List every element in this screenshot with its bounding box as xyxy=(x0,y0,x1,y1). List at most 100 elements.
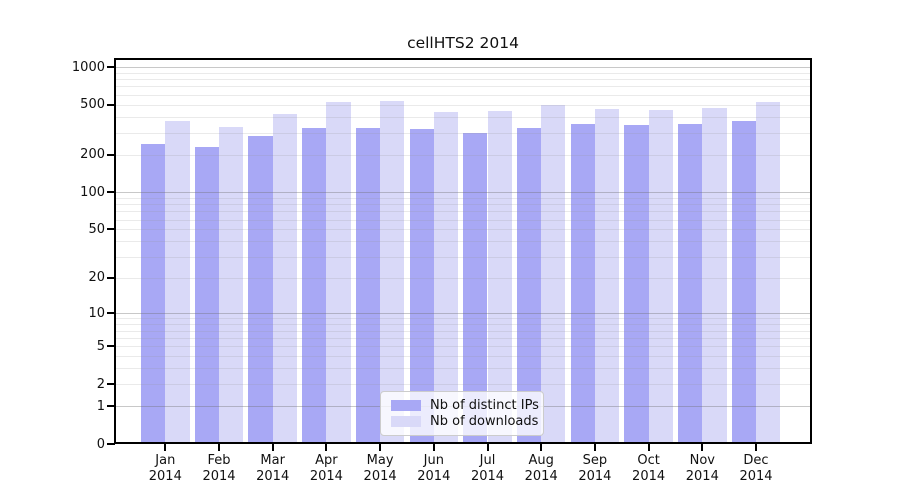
gridline-200 xyxy=(115,154,811,156)
y-tick-2 xyxy=(107,383,115,385)
y-tick-label-1000: 1000 xyxy=(71,59,105,75)
gridline-20 xyxy=(115,277,811,279)
gridline-90 xyxy=(115,197,811,199)
bar-nb-of-downloads-may-2014 xyxy=(380,101,405,444)
x-tick-mar-2014 xyxy=(271,444,274,451)
gridline-4 xyxy=(115,356,811,358)
axis-spine-top xyxy=(114,58,812,60)
x-tick-label-aug-2014: Aug 2014 xyxy=(524,453,558,484)
y-tick-1 xyxy=(107,405,115,408)
gridline-800 xyxy=(115,79,811,81)
y-tick-label-1: 1 xyxy=(96,398,105,414)
x-tick-label-may-2014: May 2014 xyxy=(363,453,397,484)
x-tick-label-mar-2014: Mar 2014 xyxy=(256,453,290,484)
gridline-80 xyxy=(115,204,811,206)
gridline-900 xyxy=(115,72,811,74)
bar-nb-of-downloads-apr-2014 xyxy=(326,102,351,444)
legend-row-nb-of-downloads: Nb of downloads xyxy=(391,414,538,429)
gridline-60 xyxy=(115,219,811,221)
gridline-5 xyxy=(115,346,811,348)
bar-nb-of-distinct-ips-jan-2014 xyxy=(141,144,166,444)
bar-nb-of-distinct-ips-may-2014 xyxy=(355,127,381,444)
y-tick-label-100: 100 xyxy=(80,184,105,200)
y-tick-label-20: 20 xyxy=(88,270,105,286)
y-tick-1000 xyxy=(107,66,115,68)
gridline-30 xyxy=(115,256,811,258)
x-tick-label-jun-2014: Jun 2014 xyxy=(417,453,451,484)
y-tick-label-500: 500 xyxy=(80,97,105,113)
axis-spine-right xyxy=(810,58,812,444)
gridline-600 xyxy=(115,94,811,96)
y-tick-label-200: 200 xyxy=(80,147,105,163)
y-tick-10 xyxy=(107,312,115,315)
bar-nb-of-downloads-jul-2014 xyxy=(487,111,512,444)
bar-nb-of-downloads-jun-2014 xyxy=(433,112,459,444)
bar-nb-of-downloads-mar-2014 xyxy=(272,114,297,444)
gridline-700 xyxy=(115,86,811,88)
y-tick-0 xyxy=(107,443,115,445)
legend-swatch-nb-of-distinct-ips xyxy=(391,400,421,411)
x-tick-sep-2014 xyxy=(593,444,596,451)
y-tick-50 xyxy=(107,228,115,231)
y-tick-200 xyxy=(107,153,115,156)
x-tick-label-sep-2014: Sep 2014 xyxy=(578,453,612,484)
bar-nb-of-downloads-dec-2014 xyxy=(756,102,781,444)
chart-title: cellHTS2 2014 xyxy=(407,34,519,52)
gridline-3 xyxy=(115,368,811,370)
gridline-100 xyxy=(115,192,811,194)
bar-nb-of-distinct-ips-sep-2014 xyxy=(570,124,595,444)
bar-nb-of-distinct-ips-dec-2014 xyxy=(731,121,756,444)
legend-swatch-nb-of-downloads xyxy=(391,416,421,427)
axis-spine-bottom xyxy=(114,442,812,444)
y-tick-100 xyxy=(107,191,115,194)
y-tick-label-2: 2 xyxy=(96,376,105,392)
y-tick-500 xyxy=(107,103,115,106)
x-tick-oct-2014 xyxy=(647,444,650,451)
gridline-40 xyxy=(115,241,811,243)
gridline-7 xyxy=(115,330,811,332)
x-tick-label-apr-2014: Apr 2014 xyxy=(309,453,343,484)
legend-label-nb-of-downloads: Nb of downloads xyxy=(430,414,539,429)
legend: Nb of distinct IPs Nb of downloads xyxy=(380,391,544,436)
x-tick-apr-2014 xyxy=(325,444,328,451)
legend-row-nb-of-distinct-ips: Nb of distinct IPs xyxy=(391,398,539,413)
gridline-500 xyxy=(115,104,811,106)
gridline-2 xyxy=(115,384,811,385)
x-tick-aug-2014 xyxy=(540,444,543,451)
bar-nb-of-distinct-ips-apr-2014 xyxy=(302,128,327,444)
bar-nb-of-distinct-ips-nov-2014 xyxy=(678,123,703,444)
axis-spine-left xyxy=(114,58,116,444)
bar-nb-of-downloads-oct-2014 xyxy=(648,110,673,444)
bar-nb-of-distinct-ips-mar-2014 xyxy=(248,135,273,444)
gridline-9 xyxy=(115,318,811,320)
gridline-50 xyxy=(115,229,811,231)
gridline-6 xyxy=(115,337,811,339)
x-tick-label-nov-2014: Nov 2014 xyxy=(685,453,719,484)
x-tick-label-jan-2014: Jan 2014 xyxy=(148,453,182,484)
x-tick-dec-2014 xyxy=(755,444,757,451)
bar-nb-of-downloads-feb-2014 xyxy=(219,126,244,444)
bar-nb-of-downloads-nov-2014 xyxy=(702,107,727,444)
gridline-300 xyxy=(115,132,811,134)
y-tick-label-5: 5 xyxy=(96,338,105,354)
y-tick-label-0: 0 xyxy=(96,436,105,452)
x-tick-jan-2014 xyxy=(164,444,167,451)
x-tick-label-jul-2014: Jul 2014 xyxy=(470,453,505,484)
x-tick-jul-2014 xyxy=(486,444,489,451)
x-tick-label-dec-2014: Dec 2014 xyxy=(739,453,773,484)
bar-nb-of-downloads-jan-2014 xyxy=(165,121,190,444)
y-tick-label-50: 50 xyxy=(88,221,105,237)
gridline-10 xyxy=(115,313,811,315)
bar-nb-of-downloads-aug-2014 xyxy=(541,105,566,444)
y-tick-5 xyxy=(107,345,115,348)
x-tick-label-feb-2014: Feb 2014 xyxy=(202,453,236,484)
y-tick-label-10: 10 xyxy=(88,305,105,321)
gridline-8 xyxy=(115,324,811,326)
x-tick-label-oct-2014: Oct 2014 xyxy=(632,453,666,484)
plot-area: 0 1 2 5 10 20 50 100 200 500 1000 Jan 2014 Feb 2014 Ma… xyxy=(72,58,812,484)
x-tick-nov-2014 xyxy=(701,444,704,451)
x-tick-jun-2014 xyxy=(432,444,435,451)
y-tick-20 xyxy=(107,276,115,279)
bar-nb-of-distinct-ips-feb-2014 xyxy=(194,147,219,444)
